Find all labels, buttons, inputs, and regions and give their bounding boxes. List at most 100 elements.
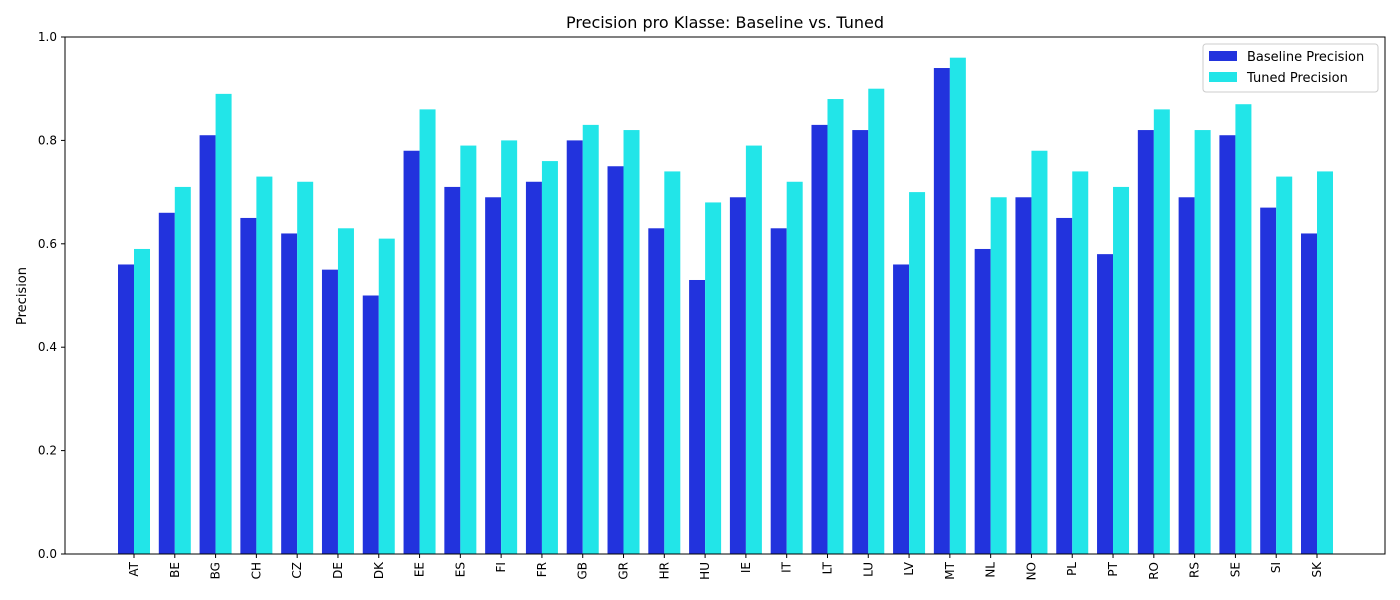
bar-tuned-lv (909, 192, 926, 554)
bar-tuned-se (1235, 104, 1252, 555)
legend-box (1202, 43, 1379, 93)
bar-tuned-de (337, 228, 354, 555)
y-tick-label: 0.6 (38, 237, 57, 251)
bar-tuned-si (1276, 176, 1293, 554)
bar-tuned-lu (868, 88, 885, 554)
bar-baseline-se (1219, 135, 1236, 555)
x-tick-label: PL (1065, 562, 1079, 576)
y-tick-label: 0.2 (38, 444, 57, 458)
bar-baseline-de (321, 269, 338, 554)
x-axis: AT BE BG CH CZ DE DK EE ES FI FR GB GR HR HU IE IT LT LU LV… (127, 554, 1324, 580)
plot-frame (64, 36, 1386, 555)
x-tick-label: SE (1228, 562, 1242, 577)
bar-baseline-lt (811, 124, 828, 554)
bar-tuned-hu (705, 202, 722, 554)
bar-baseline-lv (893, 264, 910, 554)
legend-label: Tuned Precision (1246, 71, 1348, 86)
x-tick-label: RO (1147, 562, 1161, 580)
bar-baseline-sk (1301, 233, 1317, 554)
bar-baseline-ee (403, 150, 420, 555)
legend-swatch (1209, 72, 1237, 82)
legend-label: Baseline Precision (1247, 50, 1364, 65)
bar-baseline-hr (648, 228, 665, 555)
x-tick-label: ES (453, 562, 467, 577)
bar-baseline-hu (689, 279, 706, 554)
legend-swatch (1209, 51, 1237, 61)
bar-tuned-mt (949, 57, 966, 555)
x-tick-label: IT (780, 561, 794, 573)
bar-baseline-dk (362, 295, 379, 554)
x-tick-label: SK (1310, 561, 1324, 578)
bar-tuned-rs (1194, 130, 1211, 554)
bar-baseline-rs (1178, 197, 1195, 554)
bar-baseline-fi (485, 197, 502, 554)
bar-tuned-hr (664, 171, 681, 555)
bar-tuned-at (134, 248, 150, 554)
y-axis: 0.0 0.2 0.4 0.6 0.8 1.0 (38, 30, 65, 561)
bar-tuned-cz (297, 181, 314, 554)
bar-tuned-pt (1113, 186, 1130, 554)
bar-baseline-ch (240, 217, 257, 554)
x-tick-label: NL (984, 562, 998, 578)
y-tick-label: 1.0 (38, 30, 57, 44)
x-tick-label: SI (1269, 562, 1283, 573)
bar-baseline-pt (1097, 254, 1114, 554)
chart-title: Precision pro Klasse: Baseline vs. Tuned (566, 13, 884, 32)
bar-tuned-bg (215, 93, 232, 555)
bar-tuned-fr (541, 161, 558, 554)
bar-tuned-nl (990, 197, 1007, 554)
bar-tuned-ee (419, 109, 436, 554)
bar-baseline-no (1015, 197, 1032, 554)
bar-baseline-be (158, 212, 175, 554)
x-tick-label: EE (413, 562, 427, 577)
x-tick-label: FR (535, 562, 549, 577)
x-tick-label: AT (127, 561, 141, 576)
x-tick-label: DE (331, 562, 345, 579)
x-tick-label: HR (657, 562, 671, 579)
bar-baseline-gr (607, 166, 624, 554)
x-tick-label: MT (943, 561, 957, 579)
x-tick-label: GB (576, 562, 590, 580)
x-tick-label: HU (698, 562, 712, 580)
x-tick-label: RS (1188, 562, 1202, 578)
bar-tuned-sk (1317, 171, 1333, 555)
x-tick-label: CH (249, 562, 263, 579)
x-tick-label: GR (617, 562, 631, 580)
bar-tuned-it (786, 181, 803, 554)
bar-tuned-es (460, 145, 477, 554)
bar-tuned-ie (745, 145, 762, 554)
x-tick-label: CZ (290, 562, 304, 579)
bar-baseline-mt (933, 68, 950, 555)
bar-baseline-bg (199, 135, 216, 555)
x-tick-label: BG (209, 562, 223, 579)
bar-tuned-ch (256, 176, 273, 554)
bar-tuned-be (174, 186, 191, 554)
bar-baseline-si (1260, 207, 1277, 555)
bar-tuned-fi (501, 140, 518, 554)
y-tick-label: 0.4 (38, 340, 57, 354)
bar-baseline-cz (281, 233, 298, 554)
bar-tuned-ro (1153, 109, 1170, 554)
bar-baseline-it (770, 228, 787, 555)
bar-tuned-dk (378, 238, 395, 554)
y-tick-label: 0.0 (38, 547, 57, 561)
bar-baseline-ro (1137, 130, 1154, 554)
bar-baseline-at (118, 264, 134, 554)
x-tick-label: FI (494, 562, 508, 572)
x-tick-label: LV (902, 561, 916, 575)
x-tick-label: DK (372, 561, 386, 579)
y-tick-label: 0.8 (38, 133, 57, 147)
bar-tuned-gr (623, 130, 640, 554)
bar-baseline-nl (974, 248, 991, 554)
x-tick-label: NO (1024, 562, 1038, 580)
bar-tuned-gb (582, 124, 599, 554)
bars-group (118, 57, 1333, 555)
bar-baseline-lu (852, 130, 869, 554)
x-tick-label: PT (1106, 561, 1120, 576)
bar-baseline-gb (566, 140, 583, 554)
bar-baseline-fr (525, 181, 542, 554)
x-tick-label: LU (861, 562, 875, 577)
y-axis-label: Precision (15, 267, 30, 325)
x-tick-label: LT (820, 561, 834, 574)
